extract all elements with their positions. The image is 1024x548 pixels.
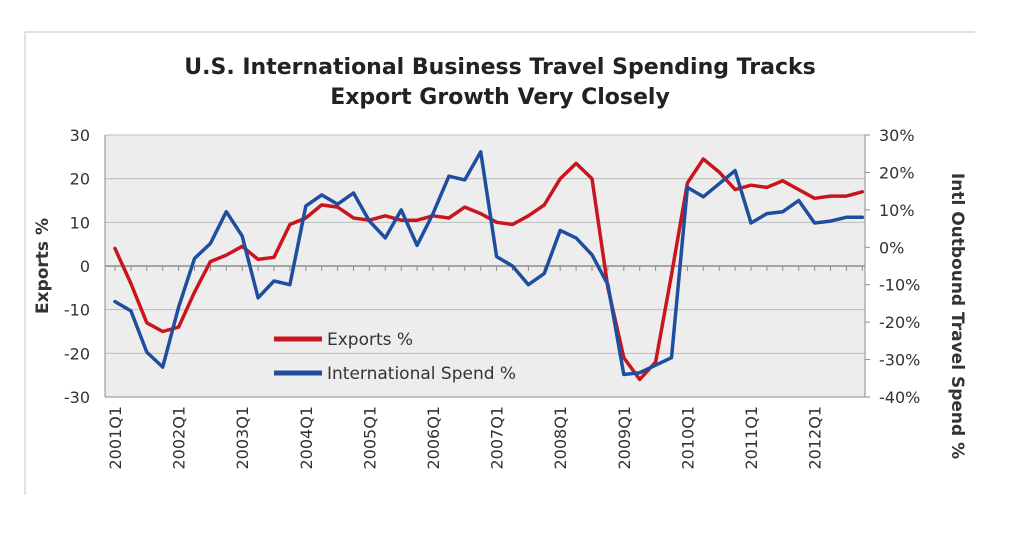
y-tick-label: -30: [64, 388, 90, 407]
x-tick-label: 2012Q1: [806, 406, 825, 470]
x-tick-label: 2006Q1: [424, 406, 443, 470]
legend-label-international-spend: International Spend %: [327, 364, 516, 384]
y-axis-right: 30% 20% 10% 0% -10% -20% -30% -40%: [865, 126, 920, 407]
series-line-international-spend: [113, 150, 865, 377]
y-tick-label: 30: [70, 126, 90, 145]
chart-title-line-1: U.S. International Business Travel Spend…: [184, 55, 815, 80]
legend: Exports % International Spend %: [274, 330, 516, 384]
series-lines: [113, 150, 865, 382]
y2-axis-label: Intl Outbound Travel Spend %: [947, 173, 967, 459]
y-tick-label: -20: [64, 344, 90, 363]
series-line-exports: [113, 157, 865, 382]
y2-tick-label: -20%: [879, 313, 920, 332]
y-axis-label: Exports %: [33, 218, 53, 314]
y2-tick-label: 0%: [879, 238, 904, 257]
x-tick-label: 2001Q1: [106, 406, 125, 470]
x-tick-label: 2003Q1: [233, 406, 252, 470]
y-tick-label: -10: [64, 301, 90, 320]
chart-title-line-2: Export Growth Very Closely: [330, 85, 670, 110]
y-tick-label: 0: [80, 257, 90, 276]
y-axis-left: 30 20 10 0 -10 -20 -30: [64, 126, 90, 407]
y2-tick-label: -30%: [879, 351, 920, 370]
y-tick-label: 20: [70, 170, 90, 189]
y2-tick-label: -40%: [879, 388, 920, 407]
x-tick-label: 2008Q1: [551, 406, 570, 470]
x-tick-label: 2007Q1: [488, 406, 507, 470]
x-tick-label: 2005Q1: [360, 406, 379, 470]
x-tick-label: 2009Q1: [615, 406, 634, 470]
legend-label-exports: Exports %: [327, 330, 413, 350]
x-tick-label: 2002Q1: [170, 406, 189, 470]
y-tick-label: 10: [70, 213, 90, 232]
x-tick-label: 2004Q1: [297, 406, 316, 470]
x-tick-label: 2011Q1: [742, 406, 761, 470]
y2-tick-label: 30%: [879, 126, 915, 145]
y2-tick-label: -10%: [879, 276, 920, 295]
x-axis: 2001Q1 2002Q1 2003Q1 2004Q1 2005Q1 2006Q1 2007…: [106, 406, 825, 470]
y2-tick-label: 10%: [879, 201, 915, 220]
x-tick-label: 2010Q1: [678, 406, 697, 470]
y2-tick-label: 20%: [879, 163, 915, 182]
